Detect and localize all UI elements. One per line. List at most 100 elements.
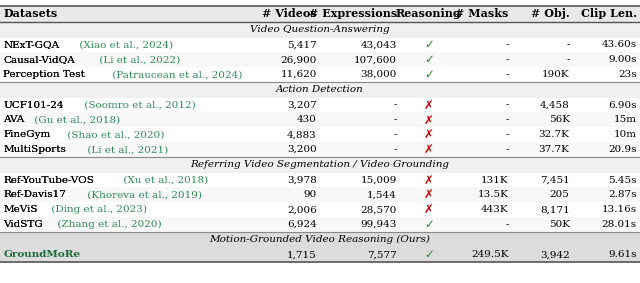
Text: Video Question-Answering: Video Question-Answering (250, 25, 390, 34)
Text: Reasoning: Reasoning (396, 8, 461, 19)
Text: 249.5K: 249.5K (471, 250, 509, 260)
Text: VidSTG: VidSTG (3, 220, 43, 229)
Text: Datasets: Datasets (3, 8, 58, 19)
Text: 9.00s: 9.00s (608, 55, 637, 64)
Bar (0, 38, 640, 52)
Text: 1,715: 1,715 (287, 250, 317, 260)
Text: MeViS (Ding et al., 2023): MeViS (Ding et al., 2023) (3, 205, 137, 214)
Text: FineGym: FineGym (3, 130, 51, 139)
Text: VidSTG (Zhang et al., 2020): VidSTG (Zhang et al., 2020) (3, 220, 150, 229)
Text: GroundMoRe: GroundMoRe (3, 250, 81, 260)
Text: (Patraucean et al., 2024): (Patraucean et al., 2024) (109, 70, 242, 79)
Text: 6,924: 6,924 (287, 220, 317, 229)
Text: (Khoreva et al., 2019): (Khoreva et al., 2019) (84, 190, 202, 199)
Text: 50K: 50K (548, 220, 570, 229)
Text: MeViS: MeViS (3, 205, 38, 214)
Text: Motion-Grounded Video Reasoning (Ours): Motion-Grounded Video Reasoning (Ours) (209, 235, 431, 244)
Text: 26,900: 26,900 (280, 55, 317, 64)
Text: Ref-Davis17: Ref-Davis17 (3, 190, 66, 199)
Text: UCF101-24: UCF101-24 (3, 100, 64, 110)
Text: 5.45s: 5.45s (608, 175, 637, 185)
Text: 443K: 443K (481, 205, 509, 214)
Text: # Masks: # Masks (456, 8, 509, 19)
Text: 90: 90 (303, 190, 317, 199)
Text: 4,883: 4,883 (287, 130, 317, 139)
Text: 190K: 190K (542, 70, 570, 79)
Bar (0, 202, 640, 217)
Bar (0, 52, 640, 67)
Text: 99,943: 99,943 (360, 220, 397, 229)
Text: 131K: 131K (481, 175, 509, 185)
Text: 3,942: 3,942 (540, 250, 570, 260)
Text: 13.5K: 13.5K (478, 190, 509, 199)
Text: (Xiao et al., 2024): (Xiao et al., 2024) (76, 40, 173, 50)
Text: 37.7K: 37.7K (539, 145, 570, 154)
Bar (0, 98, 640, 113)
Text: -: - (506, 70, 509, 79)
Text: ✓: ✓ (424, 218, 434, 231)
Text: 7,577: 7,577 (367, 250, 397, 260)
Bar (0, 67, 640, 82)
Text: -: - (506, 220, 509, 229)
Text: NExT-GQA: NExT-GQA (3, 40, 60, 50)
Text: Perception Test: Perception Test (3, 70, 85, 79)
Text: -: - (566, 40, 570, 50)
Text: 56K: 56K (548, 115, 570, 125)
Text: NExT-GQA: NExT-GQA (3, 40, 60, 50)
Text: ✗: ✗ (424, 98, 434, 112)
Bar (0, 232, 640, 248)
Text: NExT-GQA (Xiao et al., 2024): NExT-GQA (Xiao et al., 2024) (3, 40, 156, 50)
Text: FineGym (Shao et al., 2020): FineGym (Shao et al., 2020) (3, 130, 151, 139)
Text: (Li et al., 2022): (Li et al., 2022) (96, 55, 180, 64)
Text: MultiSports (Li et al., 2021): MultiSports (Li et al., 2021) (3, 145, 150, 154)
Text: 8,171: 8,171 (540, 205, 570, 214)
Text: (Shao et al., 2020): (Shao et al., 2020) (64, 130, 164, 139)
Text: 15m: 15m (614, 115, 637, 125)
Text: 28.01s: 28.01s (602, 220, 637, 229)
Text: ✗: ✗ (424, 173, 434, 186)
Text: Action Detection: Action Detection (276, 85, 364, 94)
Text: # Videos: # Videos (262, 8, 317, 19)
Text: Causal-VidQA: Causal-VidQA (3, 55, 75, 64)
Text: ✓: ✓ (424, 38, 434, 52)
Text: 43.60s: 43.60s (602, 40, 637, 50)
Bar (0, 173, 640, 187)
Text: -: - (506, 130, 509, 139)
Text: -: - (506, 115, 509, 125)
Text: 4,458: 4,458 (540, 100, 570, 110)
Text: 11,620: 11,620 (280, 70, 317, 79)
Text: ✓: ✓ (424, 68, 434, 81)
Bar (0, 248, 640, 262)
Text: -: - (566, 55, 570, 64)
Text: 3,200: 3,200 (287, 145, 317, 154)
Text: -: - (394, 115, 397, 125)
Text: Causal-VidQA (Li et al., 2022): Causal-VidQA (Li et al., 2022) (3, 55, 159, 64)
Text: # Obj.: # Obj. (531, 8, 570, 19)
Text: 3,978: 3,978 (287, 175, 317, 185)
Text: 3,207: 3,207 (287, 100, 317, 110)
Text: 7,451: 7,451 (540, 175, 570, 185)
Text: -: - (394, 130, 397, 139)
Text: ✗: ✗ (424, 113, 434, 127)
Text: # Expressions: # Expressions (308, 8, 397, 19)
Text: (Ding et al., 2023): (Ding et al., 2023) (48, 205, 147, 214)
Text: (Li et al., 2021): (Li et al., 2021) (84, 145, 168, 154)
Text: Ref-YouTube-VOS (Xu et al., 2018): Ref-YouTube-VOS (Xu et al., 2018) (3, 175, 182, 185)
Bar (0, 113, 640, 127)
Text: 15,009: 15,009 (360, 175, 397, 185)
Text: 2.87s: 2.87s (608, 190, 637, 199)
Text: Perception Test: Perception Test (3, 70, 85, 79)
Text: (Xu et al., 2018): (Xu et al., 2018) (120, 175, 209, 185)
Text: 6.90s: 6.90s (608, 100, 637, 110)
Text: Perception Test (Patraucean et al., 2024): Perception Test (Patraucean et al., 2024… (3, 70, 218, 79)
Text: AVA: AVA (3, 115, 24, 125)
Bar (0, 127, 640, 142)
Text: Referring Video Segmentation / Video Grounding: Referring Video Segmentation / Video Gro… (191, 160, 449, 169)
Text: AVA (Gu et al., 2018): AVA (Gu et al., 2018) (3, 115, 113, 125)
Text: -: - (506, 145, 509, 154)
Text: Causal-VidQA: Causal-VidQA (3, 55, 75, 64)
Text: AVA: AVA (3, 115, 24, 125)
Text: 43,043: 43,043 (360, 40, 397, 50)
Text: ✗: ✗ (424, 188, 434, 201)
Text: 9.61s: 9.61s (608, 250, 637, 260)
